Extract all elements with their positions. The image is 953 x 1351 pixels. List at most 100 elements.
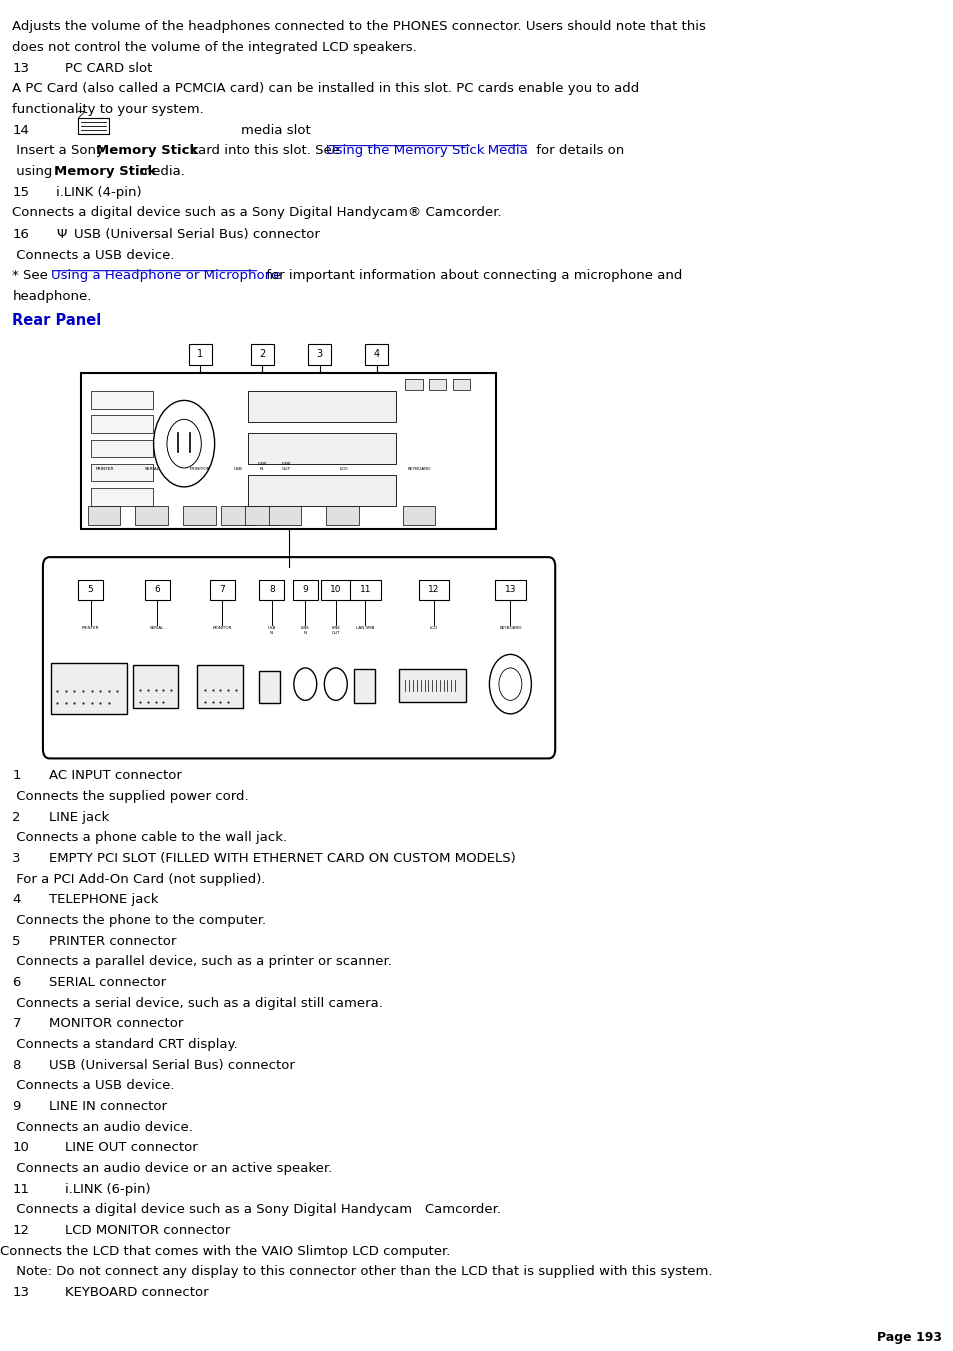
Bar — [248, 390, 395, 422]
Text: 16: 16 — [12, 228, 30, 240]
Bar — [197, 665, 243, 708]
Text: USB (Universal Serial Bus) connector: USB (Universal Serial Bus) connector — [49, 1059, 294, 1071]
Bar — [91, 439, 152, 457]
Text: media slot: media slot — [241, 123, 311, 136]
Bar — [350, 580, 380, 600]
Text: Connects an audio device or an active speaker.: Connects an audio device or an active sp… — [12, 1162, 333, 1175]
Text: LINE
IN: LINE IN — [300, 626, 310, 635]
Bar — [269, 505, 301, 524]
Text: PC CARD slot: PC CARD slot — [65, 62, 152, 74]
Text: LINE
OUT: LINE OUT — [281, 462, 291, 470]
Text: Connects the phone to the computer.: Connects the phone to the computer. — [12, 913, 266, 927]
Bar — [51, 662, 127, 713]
Text: 8: 8 — [12, 1059, 21, 1071]
Bar — [81, 373, 496, 528]
Text: * See: * See — [12, 269, 52, 282]
Text: 2: 2 — [12, 811, 21, 824]
Bar — [189, 343, 212, 365]
Bar — [245, 505, 277, 524]
Text: AC INPUT connector: AC INPUT connector — [49, 769, 181, 782]
Bar — [365, 343, 388, 365]
Bar — [221, 505, 253, 524]
Bar — [91, 488, 152, 505]
Text: USB: USB — [233, 466, 243, 470]
Text: TELEPHONE jack: TELEPHONE jack — [49, 893, 158, 907]
Text: Connects the supplied power cord.: Connects the supplied power cord. — [12, 790, 249, 802]
Text: Memory Stick: Memory Stick — [96, 145, 198, 157]
Text: Connects an audio device.: Connects an audio device. — [12, 1120, 193, 1133]
Bar — [495, 580, 525, 600]
Bar — [210, 580, 234, 600]
Text: Connects the LCD that comes with the VAIO Slimtop LCD computer.: Connects the LCD that comes with the VAI… — [0, 1244, 450, 1258]
Text: 3: 3 — [316, 350, 322, 359]
Text: PRINTER connector: PRINTER connector — [49, 935, 176, 947]
Text: Rear Panel: Rear Panel — [12, 312, 102, 328]
Text: headphone.: headphone. — [12, 290, 91, 303]
Text: USB
IN: USB IN — [268, 626, 275, 635]
Text: Connects a standard CRT display.: Connects a standard CRT display. — [12, 1038, 238, 1051]
Bar — [145, 580, 170, 600]
Text: 11: 11 — [359, 585, 371, 594]
Text: 2: 2 — [259, 350, 265, 359]
Text: Connects a digital device such as a Sony Digital Handycam® Camcorder.: Connects a digital device such as a Sony… — [12, 207, 501, 219]
Text: Ψ: Ψ — [56, 228, 67, 240]
Text: 10: 10 — [330, 585, 341, 594]
Bar — [248, 432, 395, 463]
Text: 12: 12 — [428, 585, 439, 594]
Text: 9: 9 — [12, 1100, 21, 1113]
Text: Connects a serial device, such as a digital still camera.: Connects a serial device, such as a digi… — [12, 997, 383, 1009]
Text: i.LINK (6-pin): i.LINK (6-pin) — [65, 1182, 151, 1196]
Bar — [78, 118, 109, 134]
FancyBboxPatch shape — [43, 557, 555, 758]
Text: Insert a Sony: Insert a Sony — [12, 145, 109, 157]
Text: MONITOR connector: MONITOR connector — [49, 1017, 183, 1031]
Text: Connects a USB device.: Connects a USB device. — [12, 249, 174, 262]
Text: card into this slot. See: card into this slot. See — [178, 145, 344, 157]
Text: SERIAL: SERIAL — [145, 466, 160, 470]
Bar — [405, 378, 422, 389]
Bar — [91, 390, 152, 408]
Bar — [78, 580, 103, 600]
Text: 12: 12 — [12, 1224, 30, 1238]
Text: 9: 9 — [302, 585, 308, 594]
Text: Page 193: Page 193 — [876, 1331, 941, 1344]
Bar — [402, 505, 435, 524]
Bar — [132, 665, 178, 708]
Text: 5: 5 — [12, 935, 21, 947]
Text: SERIAL: SERIAL — [150, 626, 165, 630]
Bar — [135, 505, 168, 524]
Text: Connects a phone cable to the wall jack.: Connects a phone cable to the wall jack. — [12, 831, 287, 844]
Bar — [354, 669, 375, 703]
Text: 1: 1 — [12, 769, 21, 782]
Text: LAN SMB: LAN SMB — [355, 626, 375, 630]
Bar — [418, 580, 449, 600]
Text: KEYBOARD connector: KEYBOARD connector — [65, 1286, 209, 1300]
Text: KEYBOARD: KEYBOARD — [408, 466, 431, 470]
Text: for important information about connecting a microphone and: for important information about connecti… — [262, 269, 682, 282]
Text: SERIAL connector: SERIAL connector — [49, 975, 166, 989]
Text: LCD: LCD — [430, 626, 437, 630]
Text: LINE OUT connector: LINE OUT connector — [65, 1142, 197, 1154]
Bar — [293, 580, 317, 600]
Bar — [259, 580, 284, 600]
Text: 13: 13 — [12, 62, 30, 74]
Text: Using the Memory Stick: Using the Memory Stick — [326, 145, 484, 157]
Bar — [183, 505, 215, 524]
Text: 6: 6 — [12, 975, 21, 989]
Text: MONITOR: MONITOR — [190, 466, 211, 470]
Text: 13: 13 — [504, 585, 516, 594]
Text: USB (Universal Serial Bus) connector: USB (Universal Serial Bus) connector — [74, 228, 320, 240]
Text: 4: 4 — [12, 893, 21, 907]
Bar — [91, 463, 152, 481]
Bar — [326, 505, 358, 524]
Bar — [248, 474, 395, 505]
Text: For a PCI Add-On Card (not supplied).: For a PCI Add-On Card (not supplied). — [12, 873, 266, 886]
Text: LCD: LCD — [338, 466, 348, 470]
Text: 4: 4 — [374, 350, 379, 359]
Text: Connects a digital device such as a Sony Digital Handycam   Camcorder.: Connects a digital device such as a Sony… — [12, 1204, 501, 1216]
Text: LINE
IN: LINE IN — [257, 462, 267, 470]
Text: 7: 7 — [219, 585, 225, 594]
Text: does not control the volume of the integrated LCD speakers.: does not control the volume of the integ… — [12, 41, 416, 54]
Text: 13: 13 — [12, 1286, 30, 1300]
Text: 1: 1 — [197, 350, 203, 359]
